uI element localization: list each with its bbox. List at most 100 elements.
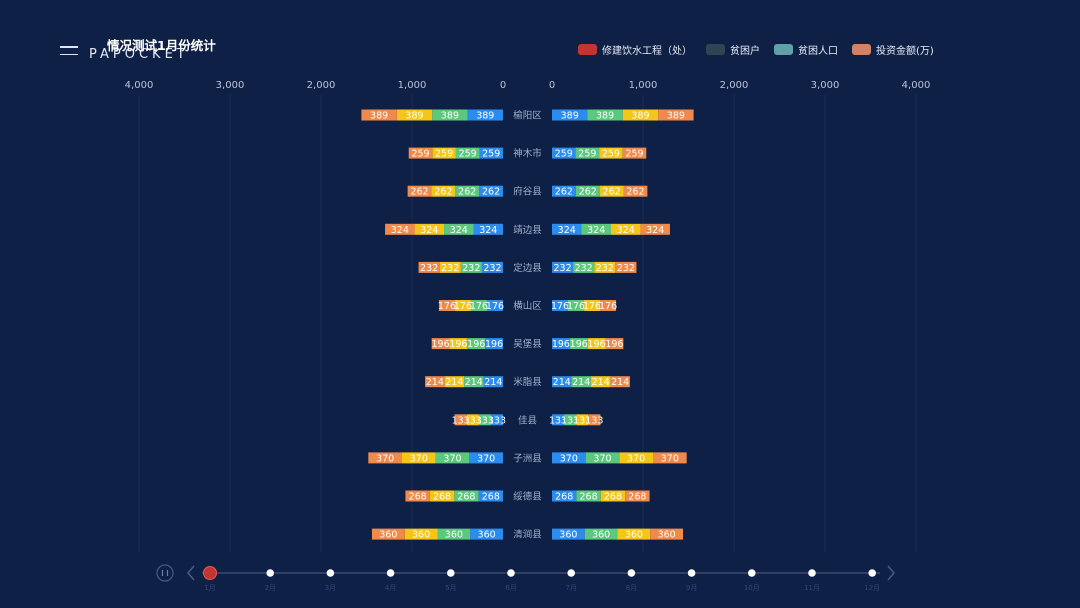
data-label: 324 bbox=[420, 225, 438, 236]
bar-segment bbox=[361, 109, 397, 121]
timeline-dot[interactable] bbox=[808, 569, 816, 577]
timeline-dot[interactable] bbox=[266, 569, 275, 577]
data-label: 259 bbox=[435, 149, 453, 160]
legend-swatch bbox=[578, 44, 597, 55]
data-label: 133 bbox=[561, 415, 579, 426]
bar-segment bbox=[469, 452, 503, 464]
bar-segment bbox=[552, 261, 574, 273]
bar-segment bbox=[552, 376, 572, 388]
bar-segment bbox=[490, 414, 503, 426]
bar-segment bbox=[588, 414, 601, 426]
timeline-label: 1月 bbox=[204, 584, 215, 592]
bar-segment bbox=[650, 528, 684, 540]
bar-segment bbox=[454, 490, 479, 502]
bar-segment bbox=[625, 490, 650, 502]
timeline-dot[interactable] bbox=[627, 569, 636, 577]
data-label: 324 bbox=[646, 225, 664, 236]
timeline-current-dot[interactable] bbox=[203, 566, 217, 580]
bar-segment bbox=[564, 414, 577, 426]
data-label: 360 bbox=[625, 530, 643, 541]
timeline-dot[interactable] bbox=[567, 569, 575, 577]
legend-swatch bbox=[706, 44, 725, 55]
bar-segment bbox=[485, 338, 503, 350]
data-label: 214 bbox=[426, 377, 444, 388]
data-label: 389 bbox=[405, 111, 423, 122]
bar-segment bbox=[599, 147, 623, 159]
data-label: 176 bbox=[583, 301, 601, 312]
data-label: 232 bbox=[420, 263, 438, 274]
chart-legend: 修建饮水工程（处） 贫困户 贫困人口 投资金额(万) bbox=[578, 42, 948, 57]
data-label: 389 bbox=[667, 111, 685, 122]
play-pause-button[interactable] bbox=[156, 564, 174, 582]
data-label: 176 bbox=[486, 301, 504, 312]
timeline[interactable]: 1月 2月 3月 4月 5月 6月 7月 8月 9月 10月 11月 12月 bbox=[0, 560, 1080, 608]
bar-segment bbox=[615, 261, 637, 273]
data-label: 262 bbox=[458, 187, 476, 198]
legend-item[interactable]: 贫困户 bbox=[706, 42, 760, 57]
bar-segment bbox=[449, 338, 468, 350]
legend-label: 贫困人口 bbox=[798, 46, 838, 57]
legend-item[interactable]: 投资金额(万) bbox=[852, 42, 934, 57]
data-label: 196 bbox=[432, 339, 450, 350]
legend-item[interactable]: 贫困人口 bbox=[774, 42, 838, 57]
data-label: 268 bbox=[457, 492, 475, 503]
bar-segment bbox=[600, 300, 617, 311]
bar-segment bbox=[455, 185, 480, 197]
bar-segment bbox=[581, 223, 611, 235]
data-label: 214 bbox=[484, 377, 502, 388]
legend-swatch bbox=[774, 44, 793, 55]
bar-segment bbox=[594, 261, 616, 273]
bar-chart: 0 0 1,000 1,000 2,000 2,000 3,000 3,000 4,000 4,0… bbox=[125, 80, 930, 552]
timeline-dot[interactable] bbox=[687, 569, 696, 577]
timeline-dot[interactable] bbox=[748, 569, 756, 577]
bar-segment bbox=[478, 414, 491, 426]
bar-segment bbox=[600, 490, 626, 502]
bar-segment bbox=[481, 261, 503, 273]
bar-segment bbox=[444, 376, 465, 388]
x-tick-label: 2,000 bbox=[307, 80, 336, 91]
bar-segment bbox=[552, 147, 576, 159]
data-label: 133 bbox=[488, 415, 506, 426]
bar-segment bbox=[405, 490, 430, 502]
data-label: 389 bbox=[631, 111, 649, 122]
bar-segment bbox=[576, 490, 601, 502]
data-label: 370 bbox=[376, 453, 394, 464]
bar-segment bbox=[599, 185, 624, 197]
timeline-dot[interactable] bbox=[447, 569, 455, 577]
legend-item[interactable]: 修建饮水工程（处） bbox=[578, 42, 692, 57]
bar-segment bbox=[425, 376, 445, 388]
bar-segment bbox=[552, 338, 570, 350]
bar-segment bbox=[568, 300, 585, 311]
x-tick-label: 3,000 bbox=[216, 80, 245, 91]
bar-segment bbox=[418, 261, 440, 273]
bar-segment bbox=[385, 223, 415, 235]
category-label: 横山区 bbox=[513, 300, 542, 312]
bar-segment bbox=[623, 185, 648, 197]
prev-icon[interactable] bbox=[187, 565, 195, 581]
x-tick-label: 1,000 bbox=[629, 80, 658, 91]
timeline-dot[interactable] bbox=[868, 569, 876, 577]
bar-segment bbox=[407, 185, 432, 197]
timeline-dot[interactable] bbox=[386, 569, 395, 577]
data-label: 232 bbox=[441, 263, 459, 274]
data-label: 268 bbox=[409, 492, 427, 503]
data-label: 196 bbox=[570, 339, 588, 350]
data-label: 360 bbox=[445, 530, 463, 541]
data-label: 360 bbox=[412, 530, 430, 541]
timeline-dot[interactable] bbox=[326, 569, 335, 577]
x-tick-label: 4,000 bbox=[125, 80, 154, 91]
timeline-label: 11月 bbox=[804, 584, 820, 592]
data-label: 324 bbox=[479, 225, 497, 236]
category-label: 吴堡县 bbox=[513, 338, 542, 350]
bar-segment bbox=[552, 528, 585, 540]
data-label: 268 bbox=[433, 492, 451, 503]
data-label: 232 bbox=[575, 263, 593, 274]
menu-icon[interactable] bbox=[60, 46, 78, 62]
next-icon[interactable] bbox=[887, 565, 895, 581]
data-label: 262 bbox=[555, 187, 573, 198]
timeline-label: 5月 bbox=[445, 584, 456, 592]
timeline-dot[interactable] bbox=[507, 569, 515, 577]
bar-segment bbox=[569, 338, 588, 350]
data-label: 360 bbox=[592, 530, 610, 541]
bar-segment bbox=[479, 185, 503, 197]
